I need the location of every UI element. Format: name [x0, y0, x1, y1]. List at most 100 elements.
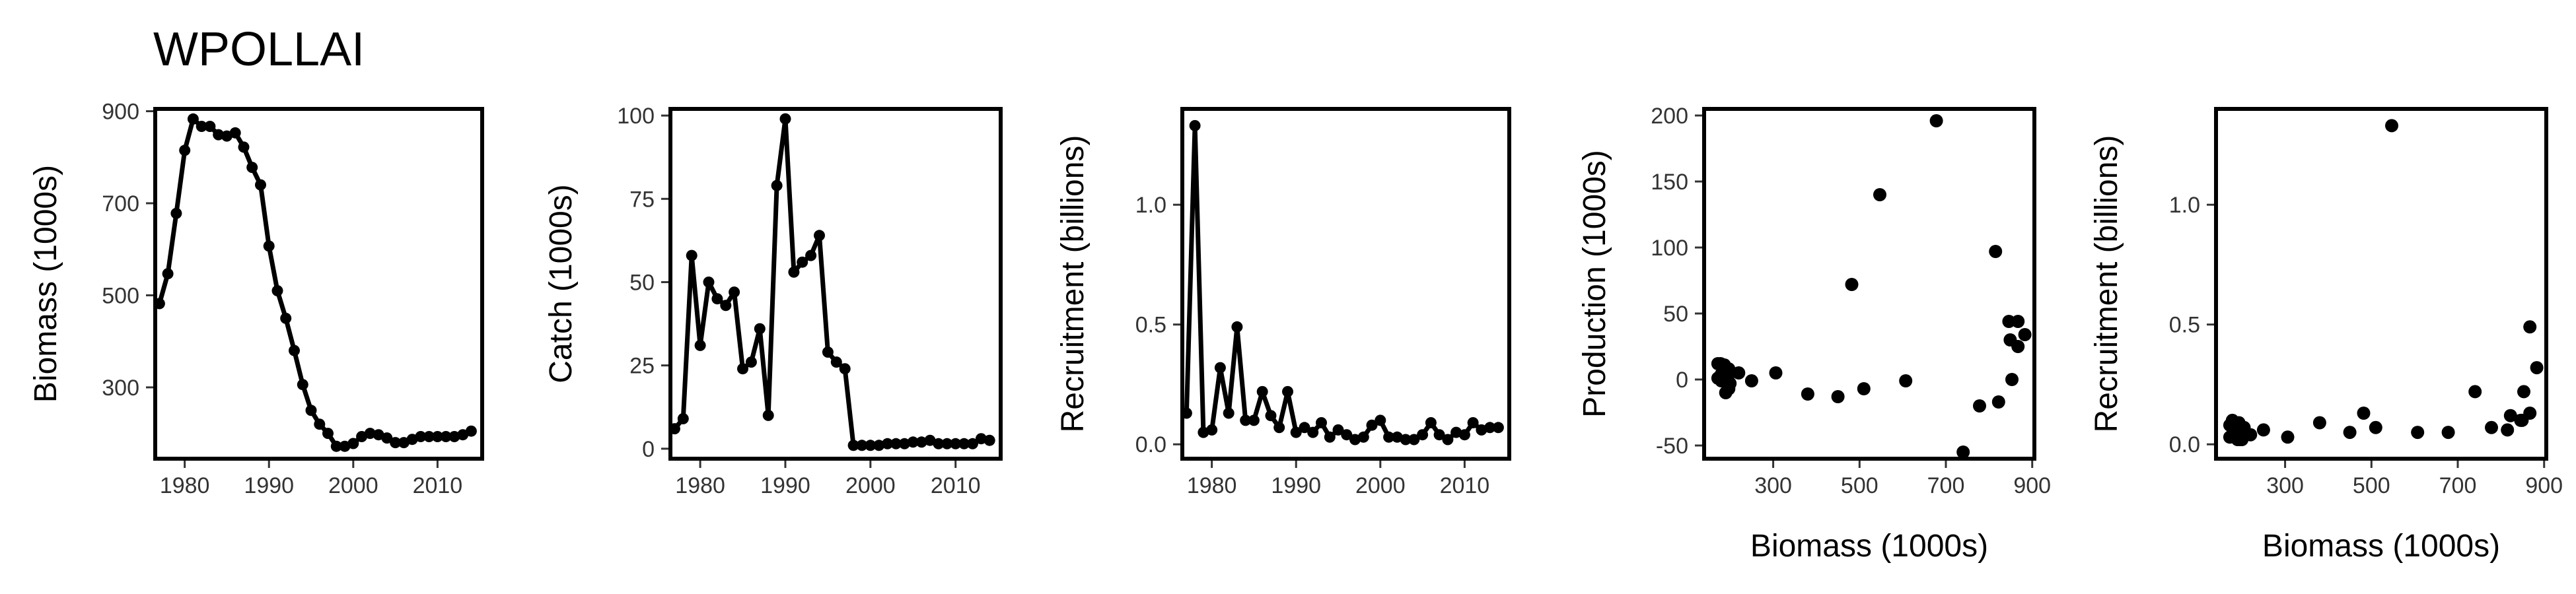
data-point — [322, 428, 334, 440]
data-point — [1357, 431, 1369, 443]
y-tick-label: 25 — [629, 354, 655, 379]
y-tick-label: 150 — [1651, 170, 1688, 195]
data-point — [898, 438, 910, 449]
y-tick-label: 0.0 — [1135, 432, 1166, 457]
data-point — [1484, 422, 1496, 434]
y-tick-label: 700 — [102, 191, 139, 216]
data-point — [280, 312, 292, 324]
data-point — [856, 440, 868, 451]
data-point — [1991, 395, 2005, 409]
series-line — [672, 116, 992, 448]
x-tick-label: 2010 — [931, 473, 981, 498]
data-point — [297, 379, 308, 391]
data-point — [2002, 315, 2016, 328]
data-point — [847, 440, 859, 451]
data-point — [805, 249, 817, 261]
data-point — [2237, 420, 2251, 434]
x-tick-label: 1980 — [1187, 473, 1237, 498]
data-point — [984, 434, 995, 446]
data-point — [694, 339, 706, 351]
data-point — [1722, 362, 1736, 376]
data-point — [1214, 362, 1226, 374]
data-point — [2517, 385, 2530, 399]
data-point — [229, 127, 241, 139]
data-point — [170, 207, 182, 219]
data-point — [771, 180, 783, 191]
panel-frame — [2214, 107, 2548, 461]
data-point — [448, 431, 460, 442]
panel-catch-timeseries: 1980 1990 2000 2010 0 25 50 75 100 Catch (1000s) — [544, 104, 1003, 498]
data-point — [305, 405, 317, 416]
data-point — [2357, 407, 2371, 420]
data-point — [924, 434, 936, 446]
panel-frame — [1180, 107, 1511, 461]
data-point — [865, 440, 877, 451]
data-point — [1417, 429, 1429, 441]
data-point — [255, 179, 266, 191]
data-point — [381, 432, 393, 444]
data-point — [1265, 410, 1277, 422]
x-tick-label: 1990 — [1271, 473, 1321, 498]
x-tick-label: 700 — [2439, 473, 2477, 498]
data-point — [1198, 426, 1209, 438]
data-point — [1956, 446, 1970, 459]
data-point — [839, 363, 851, 375]
data-point — [1467, 417, 1479, 428]
data-point — [153, 298, 165, 310]
data-point — [1973, 399, 1986, 412]
data-point — [2468, 385, 2482, 399]
data-point — [1324, 431, 1336, 443]
data-point — [779, 113, 791, 125]
x-tick-label: 2000 — [845, 473, 896, 498]
panel-production-vs-biomass: 300 500 700 900 -50 0 50 100 150 200 Production (1… — [1577, 104, 2051, 564]
data-point — [1442, 434, 1454, 446]
y-axis-label: Biomass (1000s) — [28, 165, 63, 403]
data-point — [729, 286, 740, 298]
data-point — [1873, 188, 1886, 201]
data-point — [1290, 426, 1302, 438]
data-point — [686, 249, 698, 261]
data-point — [2256, 423, 2270, 437]
data-point — [1383, 431, 1395, 443]
data-point — [2530, 361, 2544, 375]
data-point — [179, 145, 191, 156]
data-point — [1433, 429, 1445, 441]
data-point — [1189, 119, 1201, 131]
data-point — [1256, 385, 1268, 397]
data-point — [204, 121, 216, 132]
data-point — [390, 437, 402, 449]
x-tick-label: 1980 — [160, 473, 210, 498]
y-tick-label: 0.5 — [2169, 313, 2200, 338]
data-point — [1349, 434, 1361, 446]
data-point — [1857, 382, 1871, 395]
y-tick-label: 75 — [629, 187, 655, 212]
data-point — [890, 438, 902, 449]
data-point — [1316, 417, 1327, 428]
data-point — [2501, 423, 2515, 437]
y-axis-label: Catch (1000s) — [544, 184, 579, 383]
data-point — [830, 356, 842, 368]
data-point — [703, 277, 715, 288]
data-point — [1831, 390, 1845, 403]
data-point — [1408, 434, 1420, 446]
x-tick-label: 500 — [2353, 473, 2390, 498]
data-point — [457, 429, 469, 441]
data-point — [677, 412, 689, 424]
data-point — [1299, 422, 1310, 434]
data-point — [958, 438, 970, 449]
data-point — [2281, 430, 2295, 444]
data-point — [907, 436, 919, 448]
data-point — [2369, 420, 2382, 434]
data-point — [950, 438, 962, 449]
data-point — [1240, 414, 1252, 426]
y-tick-label: 1.0 — [2169, 193, 2200, 218]
data-point — [2005, 373, 2019, 386]
x-tick-label: 500 — [1841, 473, 1878, 498]
data-point — [1845, 278, 1859, 291]
data-point — [1989, 245, 2003, 258]
y-tick-label: 0.0 — [2169, 432, 2200, 457]
data-point — [263, 240, 275, 252]
data-point — [1400, 434, 1412, 446]
data-point — [2011, 315, 2025, 328]
